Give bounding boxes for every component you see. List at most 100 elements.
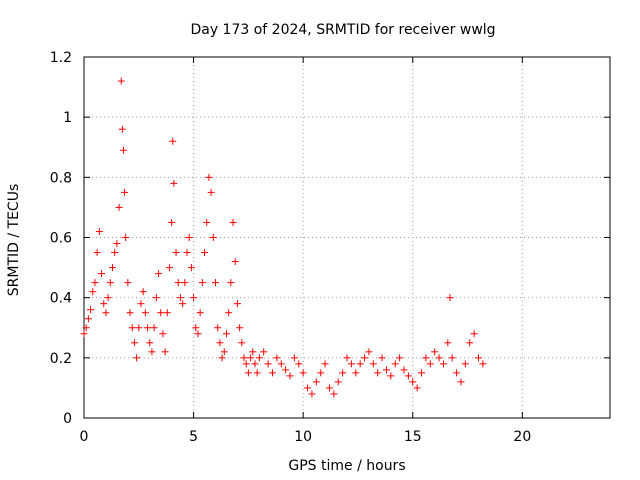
data-point [95,227,103,235]
axis-ticks: 0 5 10 15 20 0 0.2 0.4 0.6 0.8 1 1.2 [50,50,610,445]
data-point [444,339,452,347]
data-point [308,390,316,398]
data-point [117,77,125,85]
data-point [282,366,290,374]
data-point [87,306,95,314]
data-point [475,354,482,362]
x-tick-label: 20 [513,429,531,445]
data-point [244,369,252,377]
data-point [108,264,116,272]
data-point [205,173,213,181]
data-point [187,264,195,272]
data-point [100,300,108,308]
data-point [229,218,237,226]
data-point [80,330,88,338]
y-tick-label: 0.4 [50,291,72,307]
data-point [231,258,239,266]
data-point [121,188,129,196]
data-point [321,360,329,368]
data-point [157,309,165,317]
data-point [146,339,154,347]
data-point [347,360,355,368]
data-point [176,294,184,302]
data-point [212,279,219,287]
data-point [339,369,347,377]
data-point [286,372,294,380]
data-point [141,309,149,317]
data-point [249,348,257,356]
data-point [236,324,244,332]
data-point [192,324,200,332]
data-point [82,324,90,332]
data-point [391,360,399,368]
y-tick-label: 0.2 [50,351,72,367]
data-point [290,354,298,362]
data-point [185,234,193,241]
data-point [238,339,246,347]
data-point [369,360,377,368]
data-point [409,378,417,386]
data-point [201,249,209,257]
data-point [453,369,461,377]
data-point [233,300,241,308]
data-point [106,279,114,287]
data-point [253,369,261,377]
data-point [426,360,434,368]
data-point [130,339,138,347]
data-point [209,234,217,241]
chart-title: Day 173 of 2024, SRMTID for receiver wwl… [190,22,495,38]
data-point [222,330,230,338]
data-point [479,360,487,368]
data-point [163,309,171,317]
data-point [304,384,312,392]
data-point [382,366,390,374]
data-point [124,279,132,287]
data-point [404,372,412,380]
data-point [169,137,177,145]
data-point [183,249,191,257]
data-point [159,330,167,338]
data-point [194,330,202,338]
data-point [247,354,255,362]
data-point [118,125,126,133]
data-point [168,218,176,226]
data-point [139,288,147,296]
data-point [418,369,426,377]
data-point [431,348,439,356]
data-point [330,390,338,398]
data-point [365,348,373,356]
data-point [196,309,204,317]
data-point [102,309,110,317]
data-point [466,339,474,347]
data-point [439,360,447,368]
data-point [361,354,369,362]
data-point [214,324,222,332]
data-point [207,188,215,196]
data-point [170,179,178,187]
data-point [128,324,136,332]
data-point [334,378,342,386]
data-point [119,146,127,154]
data-point [155,270,163,278]
data-point [152,294,160,302]
data-point [144,324,152,332]
data-point [400,366,408,374]
data-point [352,369,360,377]
data-point [251,360,259,368]
y-tick-label: 0.8 [50,170,72,186]
data-point [325,384,333,392]
data-point [374,369,382,377]
data-point [137,300,145,308]
data-point [396,354,404,362]
data-point [216,339,224,347]
y-axis-label: SRMTID / TECUs [6,184,22,297]
data-point [277,360,285,368]
x-tick-label: 5 [189,429,198,445]
x-tick-label: 0 [80,429,89,445]
y-tick-label: 0 [63,411,72,427]
data-point [150,324,158,332]
data-point [218,354,226,362]
data-point [93,249,101,257]
data-point [470,330,478,338]
data-point [89,288,97,296]
